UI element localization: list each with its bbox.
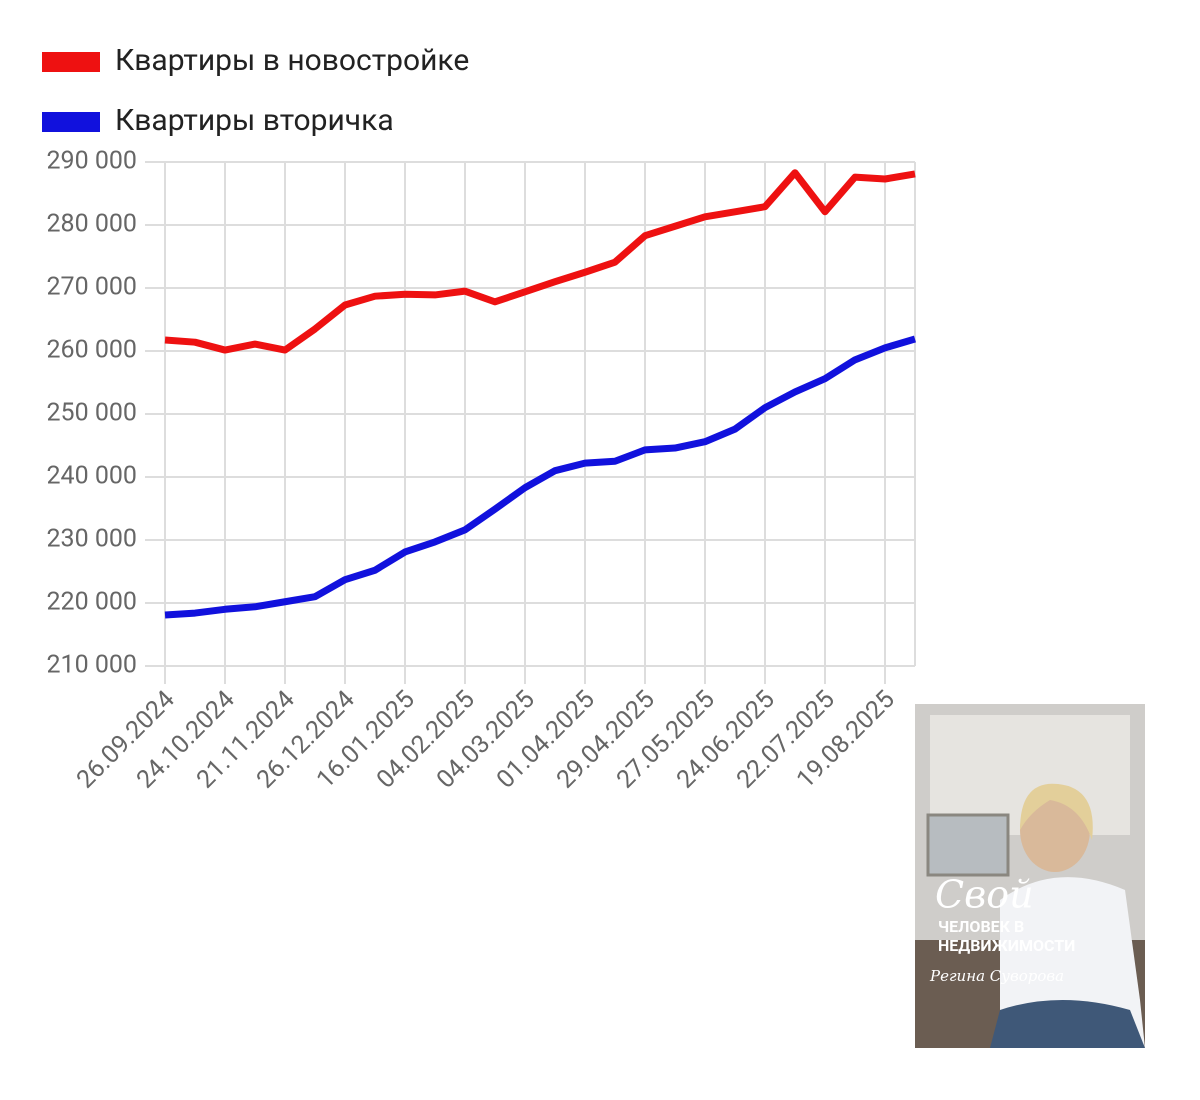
y-tick-label: 260 000 [46, 336, 137, 365]
cover-author: Регина Суворова [929, 967, 1064, 985]
legend-swatch [42, 52, 100, 72]
y-tick-label: 290 000 [46, 147, 137, 176]
y-tick-label: 210 000 [46, 651, 137, 680]
cover-title: Свой [935, 873, 1034, 917]
legend-swatch [42, 112, 100, 132]
legend-label: Квартиры вторичка [115, 103, 394, 138]
book-cover: Свой ЧЕЛОВЕК В НЕДВИЖИМОСТИ Регина Сувор… [915, 704, 1145, 1048]
y-tick-label: 230 000 [46, 525, 137, 554]
line [164, 335, 916, 619]
y-tick-label: 250 000 [46, 399, 137, 428]
y-tick-label: 280 000 [46, 210, 137, 239]
y-tick-label: 220 000 [46, 588, 137, 617]
cover-subtitle: ЧЕЛОВЕК В [938, 917, 1024, 936]
y-tick-label: 240 000 [46, 462, 137, 491]
line [164, 169, 916, 354]
y-tick-label: 270 000 [46, 273, 137, 302]
plot: 26.09.202424.10.202421.11.202426.12.2024… [42, 43, 916, 794]
cover-subtitle: НЕДВИЖИМОСТИ [938, 936, 1075, 955]
hair [1020, 783, 1093, 840]
picture-frame [926, 813, 1010, 877]
jeans [990, 1000, 1145, 1048]
legend-label: Квартиры в новостройке [115, 43, 469, 78]
